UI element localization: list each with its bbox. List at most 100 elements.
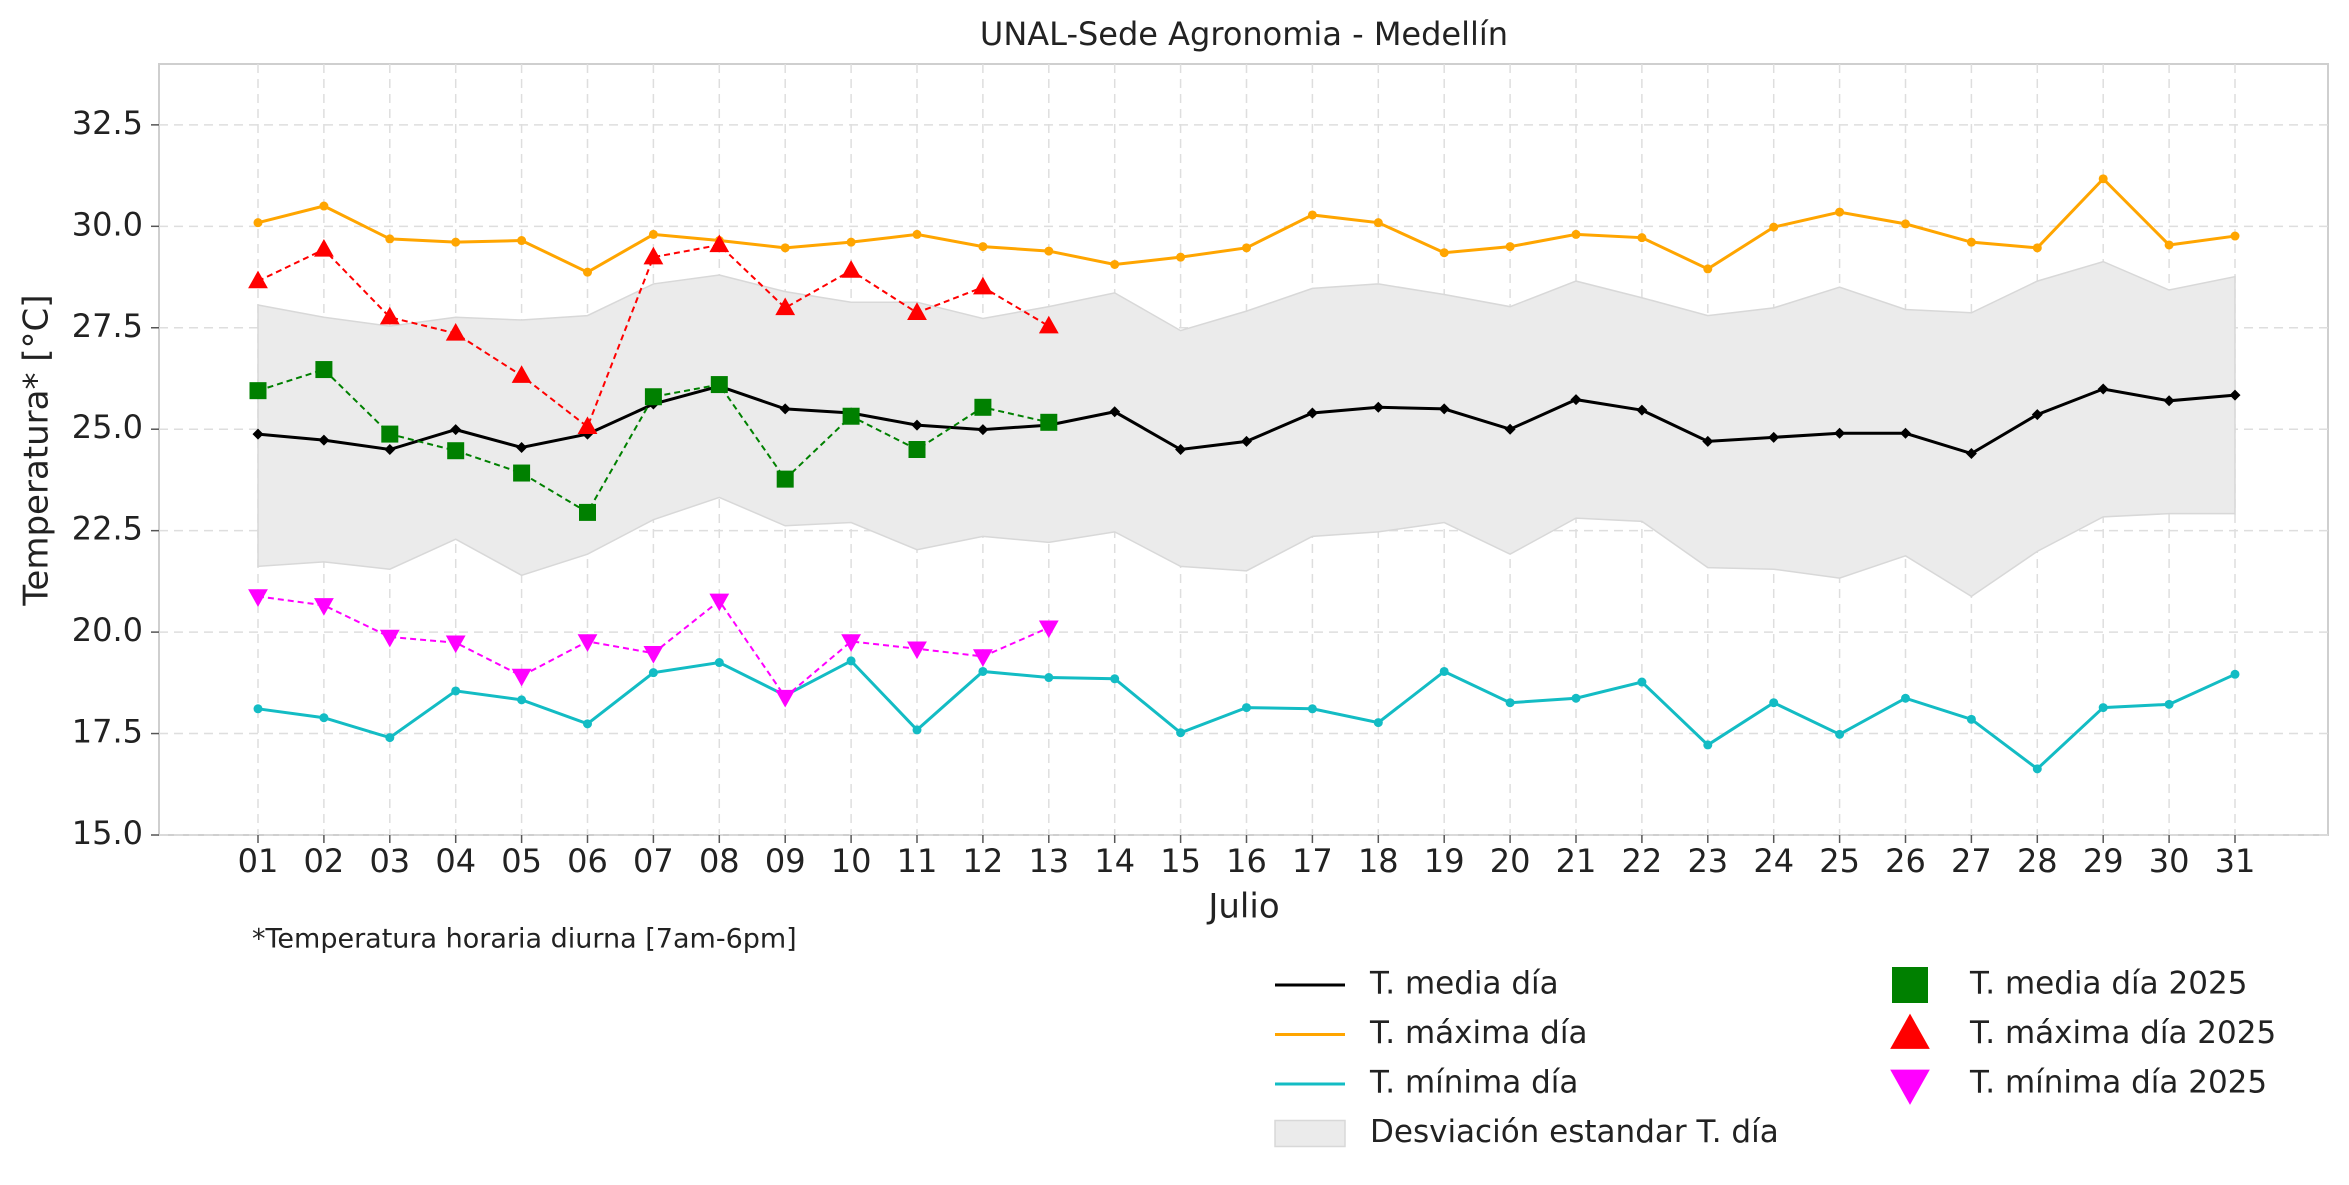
point (978, 242, 988, 252)
point (252, 428, 264, 440)
point (1966, 237, 1976, 247)
std-band (257, 260, 2236, 598)
legend-label: T. máxima día (1369, 1015, 1587, 1051)
point (384, 444, 396, 455)
point (1965, 448, 1977, 460)
point (1373, 218, 1383, 228)
x-tick-label: 19 (1424, 842, 1465, 880)
point (1110, 259, 1120, 269)
point (451, 686, 461, 696)
point (2098, 703, 2108, 713)
point (577, 416, 598, 434)
point (643, 646, 664, 664)
y-tick-label: 30.0 (72, 205, 143, 243)
point (1769, 698, 1779, 708)
point (511, 668, 532, 687)
point (648, 229, 658, 239)
point (1176, 252, 1186, 262)
point (511, 365, 532, 383)
point (1372, 401, 1384, 413)
point (1637, 677, 1647, 687)
point (1242, 703, 1251, 713)
x-tick-label: 26 (1885, 842, 1926, 880)
point (1636, 404, 1648, 416)
point (775, 297, 796, 316)
x-tick-label: 06 (567, 842, 608, 880)
point (2229, 389, 2241, 401)
x-tick-label: 02 (304, 842, 345, 880)
legend-entry: T. máxima día (1275, 1015, 1587, 1051)
point (841, 260, 861, 278)
y-tick-label: 15.0 (72, 814, 143, 852)
point (648, 668, 658, 678)
x-tick-label: 04 (435, 842, 476, 880)
legend-marker (1890, 1013, 1930, 1049)
point (911, 419, 923, 431)
point (451, 237, 461, 247)
point (248, 270, 268, 289)
point (1306, 407, 1318, 419)
point (2032, 764, 2042, 774)
legend-marker (1890, 1069, 1930, 1105)
point (2164, 699, 2174, 709)
point (2230, 231, 2240, 241)
x-tick-label: 23 (1687, 842, 1728, 880)
x-tick-label: 17 (1292, 842, 1333, 880)
point (1769, 222, 1779, 232)
point (1373, 718, 1383, 728)
legend-entry: T. máxima día 2025 (1890, 1013, 2276, 1051)
point (1439, 248, 1449, 258)
x-tick-label: 27 (1951, 842, 1992, 880)
point (1571, 693, 1581, 703)
point (445, 323, 466, 341)
x-tick-label: 31 (2215, 842, 2256, 880)
point (1505, 242, 1515, 252)
legend-label: T. mínima día (1369, 1065, 1578, 1101)
point (1439, 666, 1449, 676)
point (1044, 673, 1054, 683)
legend-entry: Desviación estandar T. día (1274, 1114, 1779, 1150)
chart-title: UNAL-Sede Agronomia - Medellín (980, 15, 1508, 53)
x-tick-label: 29 (2083, 842, 2124, 880)
legend-entry: T. mínima día 2025 (1890, 1065, 2267, 1105)
point (315, 361, 333, 379)
point (974, 398, 992, 416)
x-tick-label: 10 (831, 842, 872, 880)
legend-entry: T. media día (1275, 966, 1559, 1002)
point (2164, 240, 2174, 250)
x-tick-label: 09 (765, 842, 806, 880)
legend-label: Desviación estandar T. día (1370, 1114, 1779, 1150)
point (447, 442, 465, 460)
point (841, 634, 861, 652)
x-tick-label: 18 (1358, 842, 1399, 880)
point (1834, 427, 1846, 439)
point (445, 635, 466, 654)
point (714, 658, 724, 668)
point (379, 629, 400, 648)
y-tick-label: 32.5 (72, 104, 143, 142)
point (319, 201, 329, 211)
point (579, 503, 596, 521)
point (381, 425, 399, 443)
point (709, 593, 730, 612)
legend-swatch (1274, 1119, 1346, 1148)
point (1044, 246, 1054, 256)
point (2032, 243, 2042, 253)
point (1637, 233, 1647, 243)
point (516, 441, 528, 453)
point (1900, 427, 1911, 439)
y-axis-label: Temperatura* [°C] (17, 294, 57, 606)
point (1040, 413, 1058, 431)
point (973, 649, 993, 667)
x-tick-label: 03 (369, 842, 410, 880)
point (385, 733, 395, 743)
point (1241, 435, 1252, 447)
y-tick-label: 20.0 (72, 611, 143, 649)
point (1571, 229, 1581, 239)
point (319, 713, 329, 723)
point (1703, 740, 1713, 750)
legend-marker (1892, 967, 1928, 1003)
point (248, 589, 268, 607)
point (1966, 714, 1976, 724)
